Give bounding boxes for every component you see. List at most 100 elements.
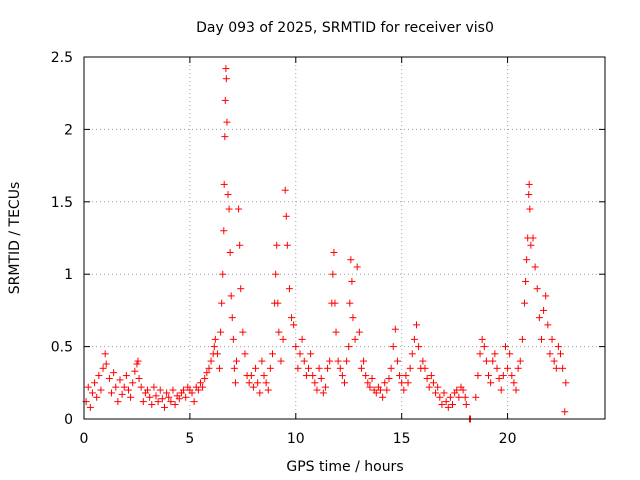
data-point — [175, 395, 183, 403]
y-tick-label: 2.5 — [51, 50, 73, 66]
data-point — [249, 383, 257, 391]
data-point — [557, 350, 565, 358]
data-point — [345, 343, 353, 351]
data-point — [349, 314, 357, 322]
data-point — [499, 372, 507, 380]
data-point — [400, 386, 408, 394]
data-point — [118, 390, 126, 398]
data-point — [533, 285, 541, 293]
data-point — [207, 357, 215, 365]
data-point — [525, 180, 533, 188]
data-point — [402, 372, 410, 380]
data-point — [366, 383, 374, 391]
data-point — [283, 241, 291, 249]
data-point — [231, 379, 239, 387]
data-point — [508, 372, 516, 380]
data-point — [190, 398, 198, 406]
data-point — [182, 393, 190, 401]
data-point — [321, 383, 329, 391]
data-point — [205, 364, 213, 372]
data-point — [501, 343, 509, 351]
data-point — [220, 227, 228, 235]
data-point — [334, 357, 342, 365]
data-point — [93, 393, 101, 401]
data-point — [229, 335, 237, 343]
data-point — [307, 350, 315, 358]
data-point — [216, 364, 224, 372]
data-point — [294, 364, 302, 372]
data-point — [285, 285, 293, 293]
data-point — [461, 393, 469, 401]
data-point — [529, 234, 537, 242]
data-point — [221, 133, 229, 141]
data-point — [393, 357, 401, 365]
data-point — [268, 350, 276, 358]
data-point — [313, 386, 321, 394]
data-point — [442, 398, 450, 406]
data-point — [156, 386, 164, 394]
data-point — [203, 369, 211, 377]
data-point — [148, 401, 156, 409]
data-point — [300, 357, 308, 365]
data-point — [105, 374, 113, 382]
data-point — [427, 372, 435, 380]
data-point — [522, 277, 530, 285]
data-point — [114, 398, 122, 406]
data-point — [514, 364, 522, 372]
y-tick-label: 1.5 — [51, 195, 73, 211]
data-point — [101, 350, 109, 358]
data-point — [112, 383, 120, 391]
data-point — [218, 299, 226, 307]
data-point — [387, 364, 395, 372]
data-point — [324, 364, 332, 372]
data-point — [99, 364, 107, 372]
data-point — [152, 392, 160, 400]
plot-frame — [83, 56, 606, 420]
data-point — [311, 379, 319, 387]
data-point — [554, 343, 562, 351]
data-point — [144, 386, 152, 394]
data-point — [116, 376, 124, 384]
data-point — [521, 299, 529, 307]
data-point — [495, 374, 503, 382]
data-point — [274, 299, 282, 307]
data-point — [372, 389, 380, 397]
data-point — [258, 357, 266, 365]
data-point — [228, 314, 236, 322]
data-point — [239, 328, 247, 336]
chart-title: Day 093 of 2025, SRMTID for receiver vis… — [196, 20, 494, 36]
data-point — [220, 180, 228, 188]
axis-ticks: 0 5 10 15 20 0 0.5 1 1.5 2 2.5 — [51, 50, 605, 447]
data-point — [282, 212, 290, 220]
data-point — [489, 357, 497, 365]
data-point — [362, 372, 370, 380]
data-point — [279, 335, 287, 343]
data-point — [288, 314, 296, 322]
data-point — [523, 256, 531, 264]
data-point — [518, 335, 526, 343]
data-point — [273, 241, 281, 249]
x-tick-label: 0 — [80, 431, 89, 447]
data-point — [404, 379, 412, 387]
data-point — [95, 372, 103, 380]
data-point — [302, 372, 310, 380]
data-point — [429, 379, 437, 387]
data-point — [241, 350, 249, 358]
x-tick-label: 5 — [185, 431, 194, 447]
data-point — [298, 335, 306, 343]
data-point — [510, 379, 518, 387]
data-point — [453, 386, 461, 394]
data-point — [319, 389, 327, 397]
data-point — [383, 386, 391, 394]
data-point — [315, 364, 323, 372]
data-point — [131, 367, 139, 375]
data-point — [225, 205, 233, 213]
data-point — [552, 364, 560, 372]
data-point — [135, 374, 143, 382]
y-tick-label: 0.5 — [51, 340, 73, 356]
data-point — [124, 386, 132, 394]
data-point — [277, 357, 285, 365]
data-point — [516, 357, 524, 365]
data-point — [158, 395, 166, 403]
data-point — [146, 393, 154, 401]
